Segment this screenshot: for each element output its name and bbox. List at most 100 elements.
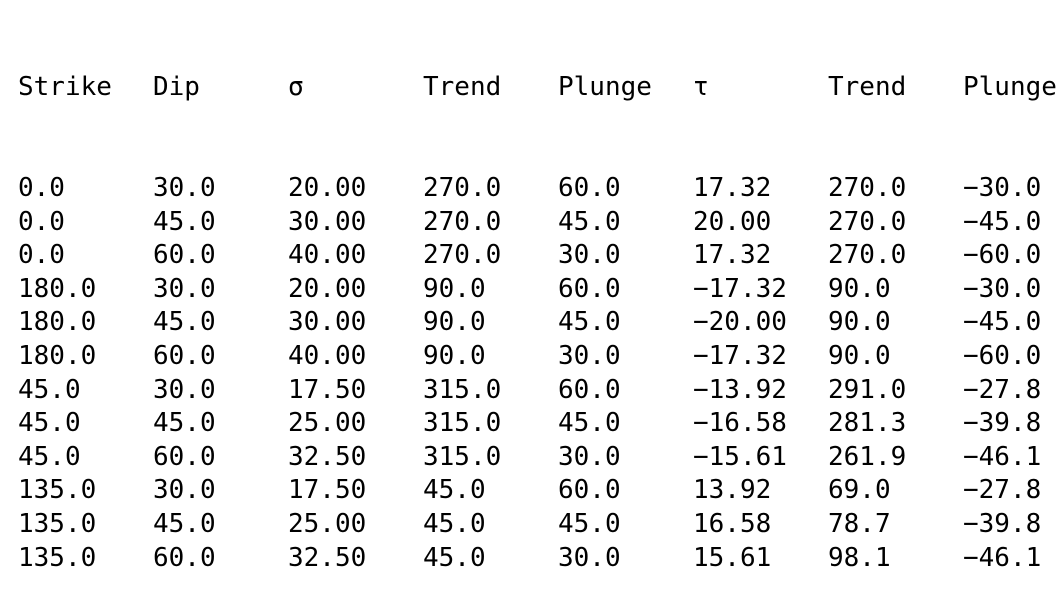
cell-sigma: 25.00 [288, 508, 367, 539]
cell-trend: 90.0 [423, 307, 486, 338]
cell-tau-plunge: −39.8 [963, 408, 1042, 439]
cell-tau-trend: 270.0 [828, 172, 907, 203]
cell-sigma: 40.00 [288, 340, 367, 371]
cell-tau-plunge: −60.0 [963, 340, 1042, 371]
cell-strike: 45.0 [18, 408, 81, 439]
cell-trend: 270.0 [423, 172, 502, 203]
cell-dip: 45.0 [153, 206, 216, 237]
cell-dip: 30.0 [153, 374, 216, 405]
cell-plunge: 45.0 [558, 206, 621, 237]
cell-tau-plunge: −30.0 [963, 273, 1042, 304]
cell-plunge: 60.0 [558, 273, 621, 304]
cell-sigma: 17.50 [288, 374, 367, 405]
cell-tau: −17.32 [693, 273, 787, 304]
table-row: 0.0 30.0 20.00 270.0 60.0 17.32 270.0 −30.0 [18, 172, 1057, 206]
cell-trend: 315.0 [423, 408, 502, 439]
cell-sigma: 32.50 [288, 441, 367, 472]
cell-tau-plunge: −39.8 [963, 508, 1042, 539]
cell-sigma: 32.50 [288, 542, 367, 573]
cell-dip: 30.0 [153, 475, 216, 506]
cell-tau: 17.32 [693, 172, 772, 203]
cell-sigma: 40.00 [288, 240, 367, 271]
cell-tau: −15.61 [693, 441, 787, 472]
table-row: 45.0 30.0 17.50 315.0 60.0 −13.92 291.0 −27.8 [18, 374, 1057, 408]
table-row: 180.0 60.0 40.00 90.0 30.0 −17.32 90.0 −60.0 [18, 340, 1057, 374]
header-trend: Trend [423, 72, 502, 103]
cell-tau-trend: 69.0 [828, 475, 891, 506]
cell-tau-trend: 78.7 [828, 508, 891, 539]
table-row: 135.0 60.0 32.50 45.0 30.0 15.61 98.1 −46.1 [18, 542, 1057, 576]
cell-dip: 60.0 [153, 542, 216, 573]
cell-plunge: 30.0 [558, 340, 621, 371]
cell-tau-trend: 281.3 [828, 408, 907, 439]
cell-plunge: 60.0 [558, 475, 621, 506]
cell-sigma: 17.50 [288, 475, 367, 506]
cell-tau: 15.61 [693, 542, 772, 573]
cell-tau-plunge: −60.0 [963, 240, 1042, 271]
cell-tau: −20.00 [693, 307, 787, 338]
cell-tau-trend: 98.1 [828, 542, 891, 573]
cell-trend: 90.0 [423, 273, 486, 304]
table-body: 0.0 30.0 20.00 270.0 60.0 17.32 270.0 −30.0 0.0 4… [18, 172, 1057, 575]
cell-strike: 0.0 [18, 172, 65, 203]
cell-sigma: 20.00 [288, 273, 367, 304]
header-tau-plunge: Plunge [963, 72, 1057, 103]
cell-strike: 180.0 [18, 307, 97, 338]
stress-output-table: Strike Dip σ Trend Plunge τ Trend Plunge… [18, 4, 1057, 609]
cell-trend: 315.0 [423, 441, 502, 472]
cell-plunge: 45.0 [558, 408, 621, 439]
cell-strike: 135.0 [18, 542, 97, 573]
table-row: 45.0 60.0 32.50 315.0 30.0 −15.61 261.9 −46.1 [18, 441, 1057, 475]
cell-tau: 17.32 [693, 240, 772, 271]
table-row: 0.0 60.0 40.00 270.0 30.0 17.32 270.0 −60.0 [18, 239, 1057, 273]
cell-tau: −17.32 [693, 340, 787, 371]
cell-sigma: 30.00 [288, 307, 367, 338]
cell-tau-plunge: −45.0 [963, 206, 1042, 237]
cell-tau-trend: 291.0 [828, 374, 907, 405]
cell-trend: 45.0 [423, 508, 486, 539]
cell-tau-trend: 90.0 [828, 307, 891, 338]
table-header-row: Strike Dip σ Trend Plunge τ Trend Plunge [18, 71, 1057, 105]
cell-trend: 270.0 [423, 240, 502, 271]
header-dip: Dip [153, 72, 200, 103]
cell-strike: 180.0 [18, 340, 97, 371]
cell-trend: 270.0 [423, 206, 502, 237]
cell-trend: 315.0 [423, 374, 502, 405]
cell-plunge: 45.0 [558, 307, 621, 338]
cell-strike: 45.0 [18, 374, 81, 405]
cell-dip: 45.0 [153, 307, 216, 338]
cell-trend: 90.0 [423, 340, 486, 371]
table-row: 135.0 45.0 25.00 45.0 45.0 16.58 78.7 −39.8 [18, 508, 1057, 542]
cell-tau: −16.58 [693, 408, 787, 439]
cell-tau-trend: 90.0 [828, 340, 891, 371]
cell-dip: 45.0 [153, 508, 216, 539]
table-row: 45.0 45.0 25.00 315.0 45.0 −16.58 281.3 −39.8 [18, 407, 1057, 441]
cell-plunge: 45.0 [558, 508, 621, 539]
cell-tau-trend: 261.9 [828, 441, 907, 472]
table-row: 180.0 45.0 30.00 90.0 45.0 −20.00 90.0 −45.0 [18, 306, 1057, 340]
cell-tau-plunge: −27.8 [963, 374, 1042, 405]
cell-plunge: 30.0 [558, 542, 621, 573]
header-plunge: Plunge [558, 72, 652, 103]
cell-strike: 135.0 [18, 475, 97, 506]
cell-strike: 135.0 [18, 508, 97, 539]
cell-dip: 30.0 [153, 172, 216, 203]
cell-sigma: 25.00 [288, 408, 367, 439]
header-tau: τ [693, 72, 709, 103]
table-row: 0.0 45.0 30.00 270.0 45.0 20.00 270.0 −45.0 [18, 206, 1057, 240]
cell-tau: −13.92 [693, 374, 787, 405]
header-sigma: σ [288, 72, 304, 103]
cell-tau: 16.58 [693, 508, 772, 539]
header-strike: Strike [18, 72, 112, 103]
cell-dip: 60.0 [153, 441, 216, 472]
cell-trend: 45.0 [423, 542, 486, 573]
table-row: 180.0 30.0 20.00 90.0 60.0 −17.32 90.0 −30.0 [18, 273, 1057, 307]
cell-tau-trend: 90.0 [828, 273, 891, 304]
cell-strike: 0.0 [18, 206, 65, 237]
cell-sigma: 20.00 [288, 172, 367, 203]
cell-dip: 45.0 [153, 408, 216, 439]
cell-dip: 60.0 [153, 340, 216, 371]
cell-tau: 20.00 [693, 206, 772, 237]
cell-dip: 30.0 [153, 273, 216, 304]
table-row: 135.0 30.0 17.50 45.0 60.0 13.92 69.0 −27.8 [18, 474, 1057, 508]
